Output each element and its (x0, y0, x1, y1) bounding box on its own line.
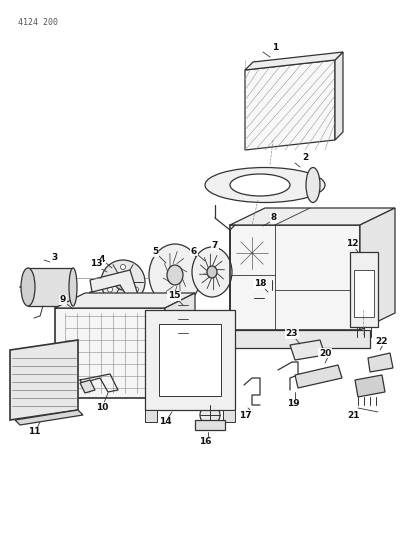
Ellipse shape (149, 244, 201, 306)
Polygon shape (220, 330, 370, 348)
Ellipse shape (230, 174, 290, 196)
Polygon shape (350, 252, 378, 327)
Circle shape (181, 302, 187, 308)
Polygon shape (145, 310, 235, 410)
Circle shape (181, 316, 187, 322)
Text: 15: 15 (168, 292, 180, 301)
Polygon shape (159, 324, 221, 396)
Ellipse shape (21, 268, 35, 306)
Text: 21: 21 (348, 410, 360, 419)
Ellipse shape (207, 266, 217, 278)
Text: 22: 22 (376, 336, 388, 345)
Text: 10: 10 (96, 402, 108, 411)
Text: 12: 12 (346, 239, 358, 248)
Text: 14: 14 (159, 417, 171, 426)
Polygon shape (354, 270, 374, 317)
Polygon shape (80, 380, 95, 393)
Text: 4124 200: 4124 200 (18, 18, 58, 27)
Polygon shape (223, 410, 235, 422)
Circle shape (234, 235, 270, 271)
Text: 8: 8 (271, 214, 277, 222)
Polygon shape (145, 410, 157, 422)
Text: 17: 17 (239, 410, 251, 419)
Circle shape (133, 287, 138, 292)
Circle shape (108, 287, 113, 292)
Text: 6: 6 (191, 246, 197, 255)
Polygon shape (55, 308, 165, 398)
Text: 4: 4 (99, 254, 105, 263)
Polygon shape (290, 340, 325, 360)
Circle shape (101, 260, 145, 304)
Polygon shape (245, 60, 335, 150)
Text: 7: 7 (212, 241, 218, 251)
Polygon shape (295, 365, 342, 388)
Text: 13: 13 (90, 260, 102, 269)
Text: 23: 23 (286, 329, 298, 338)
Text: 16: 16 (199, 438, 211, 447)
Polygon shape (335, 52, 343, 140)
Polygon shape (245, 52, 343, 70)
Polygon shape (355, 375, 385, 397)
Polygon shape (90, 270, 138, 298)
Ellipse shape (192, 247, 232, 297)
Polygon shape (165, 393, 185, 408)
Polygon shape (360, 208, 395, 330)
Polygon shape (195, 420, 225, 430)
Polygon shape (28, 268, 73, 306)
Text: 9: 9 (60, 295, 66, 304)
Ellipse shape (306, 167, 320, 203)
Polygon shape (15, 410, 83, 425)
Polygon shape (82, 292, 92, 312)
Text: 20: 20 (319, 349, 331, 358)
Circle shape (181, 330, 187, 336)
Circle shape (115, 274, 131, 290)
Text: 19: 19 (287, 400, 299, 408)
Ellipse shape (69, 268, 77, 306)
Polygon shape (165, 293, 195, 398)
Ellipse shape (167, 265, 183, 285)
Text: 3: 3 (51, 254, 57, 262)
Polygon shape (10, 340, 78, 420)
Ellipse shape (205, 167, 325, 203)
Polygon shape (230, 208, 395, 225)
Text: 18: 18 (254, 279, 266, 288)
Text: 5: 5 (152, 247, 158, 256)
Circle shape (200, 405, 220, 425)
Circle shape (120, 264, 126, 270)
Text: 11: 11 (28, 427, 40, 437)
Circle shape (264, 290, 280, 306)
Text: 1: 1 (272, 44, 278, 52)
Polygon shape (368, 353, 393, 372)
Text: 2: 2 (302, 154, 308, 163)
Polygon shape (230, 225, 360, 330)
Polygon shape (55, 293, 195, 308)
